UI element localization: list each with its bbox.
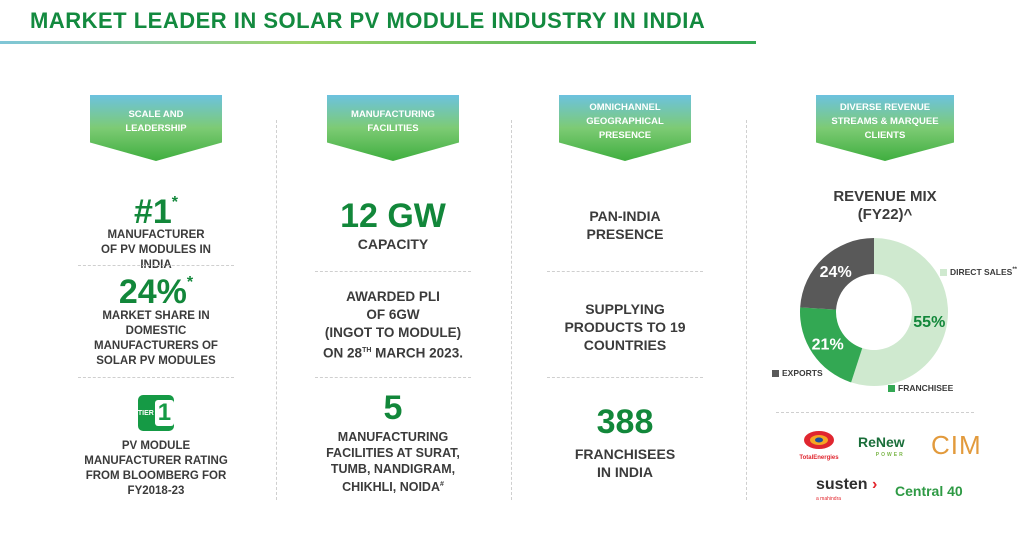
row-divider [547,377,703,378]
revenue-mix-donut-chart: 55% 21% 24% [800,238,948,386]
pli-line-3: (INGOT TO MODULE) [324,325,462,340]
legend-franchisee: FRANCHISEE [888,383,953,394]
susten-sub-text: a mahindra [816,496,842,502]
revenue-banner: DIVERSE REVENUE STREAMS & MARQUEE CLIENT… [816,95,954,161]
donut-slice-franchisee [800,307,863,383]
share-number: 24% [118,273,187,311]
banner-label: OMNICHANNEL GEOGRAPHICAL PRESENCE [586,102,664,141]
franchisees-label: FRANCHISEES IN INDIA [574,446,676,480]
legend-label: EXPORTS [782,368,823,378]
pli-of: OF [366,307,389,322]
facilities-count: 5 [383,389,403,427]
central-40-logo: Central 40 [895,483,963,499]
tier-label: TIER [137,409,154,417]
column-divider [276,120,277,500]
banner-label: DIVERSE REVENUE STREAMS & MARQUEE CLIENT… [831,102,939,141]
legend-swatch [888,385,895,393]
banner-label: SCALE AND LEADERSHIP [125,109,187,134]
cim-logo: CIM [931,430,982,460]
donut-slice-exports [800,238,874,310]
legend-footnote-mark: ** [1012,267,1018,273]
tier1-badge: TIER 1 [38,395,274,431]
renew-power-logo: ReNew POWER [858,434,905,462]
pli-line-2: OF 6GW [275,306,511,324]
revenue-mix-title: REVENUE MIX (FY22)^ [754,188,1016,224]
capacity-value: 12 GW [340,197,446,235]
legend-swatch [772,370,779,378]
pli-line-4: ON 28TH MARCH 2023. [275,342,511,363]
capacity-label: CAPACITY [357,236,429,252]
row-divider [547,271,703,272]
column-divider [511,120,512,500]
donut-slice-direct-sales [851,238,948,386]
banner-label: MANUFACTURING FACILITIES [351,109,435,134]
pan-india-presence: PAN-INDIA PRESENCE [586,208,664,242]
rank-number: #1 [133,193,172,231]
scale-leadership-banner: SCALE AND LEADERSHIP [90,95,222,161]
franchisees-count: 388 [596,403,654,441]
pli-date-sup: TH [362,347,372,354]
facilities-text: MANUFACTURING FACILITIES AT SURAT, TUMB,… [326,430,460,495]
share-footnote-mark: * [186,274,194,291]
share-description: MARKET SHARE IN DOMESTIC MANUFACTURERS O… [94,310,218,367]
row-divider [78,265,234,266]
row-divider [315,271,471,272]
pli-date: ON 28 [323,345,363,361]
pli-award: AWARDED PLI OF 6GW (INGOT TO MODULE) ON … [275,288,511,363]
legend-swatch [940,269,947,277]
share-value: 24%* [38,273,274,311]
scale-leadership-column: SCALE AND LEADERSHIP #1* MANUFACTURER OF… [38,95,274,525]
revenue-mix-title-line1: REVENUE MIX [833,188,937,205]
pli-amount: 6GW [388,307,420,322]
susten-chevron-icon: › [872,476,878,493]
renew-power-text: POWER [875,452,905,458]
legend-label: DIRECT SALES [950,266,1013,277]
totalenergies-mark-icon [804,431,834,449]
totalenergies-text: TotalEnergies [799,455,839,461]
omnichannel-banner: OMNICHANNEL GEOGRAPHICAL PRESENCE [559,95,691,161]
susten-logo: susten › a mahindra [816,476,878,506]
donut-label-direct-sales: 55% [913,314,945,331]
column-divider [746,120,747,500]
row-divider [315,377,471,378]
facilities-description: MANUFACTURING FACILITIES AT SURAT, TUMB,… [325,429,461,495]
pli-line-1: AWARDED PLI [346,289,440,304]
row-divider [78,377,234,378]
manufacturing-banner: MANUFACTURING FACILITIES [327,95,459,161]
donut-label-exports: 24% [820,264,852,281]
manufacturing-column: MANUFACTURING FACILITIES 12 GW CAPACITY … [275,95,511,525]
susten-text: susten [816,476,868,493]
row-divider [776,412,974,413]
title-underline [0,41,756,44]
legend-label: FRANCHISEE [898,383,954,393]
page-title: MARKET LEADER IN SOLAR PV MODULE INDUSTR… [30,8,706,33]
totalenergies-logo: TotalEnergies [792,428,846,462]
revenue-column: DIVERSE REVENUE STREAMS & MARQUEE CLIENT… [754,95,1016,525]
legend-direct-sales: DIRECT SALES** [940,265,1017,278]
facilities-footnote-mark: # [440,481,444,488]
tier-number: 1 [154,400,175,426]
renew-text: ReNew [858,434,905,450]
revenue-mix-title-line2: (FY22)^ [857,206,913,223]
supply-countries: SUPPLYING PRODUCTS TO 19 COUNTRIES [564,301,686,353]
rank-footnote-mark: * [171,194,179,211]
omnichannel-column: OMNICHANNEL GEOGRAPHICAL PRESENCE PAN-IN… [507,95,743,525]
rank-description: MANUFACTURER OF PV MODULES IN INDIA [101,229,211,271]
rank-value: #1* [38,193,274,231]
pli-date-rest: MARCH 2023. [371,345,463,361]
legend-exports: EXPORTS [772,368,823,379]
tier1-icon: TIER 1 [137,395,175,431]
donut-label-franchisee: 21% [812,336,844,353]
rating-description: PV MODULE MANUFACTURER RATING FROM BLOOM… [84,440,228,497]
